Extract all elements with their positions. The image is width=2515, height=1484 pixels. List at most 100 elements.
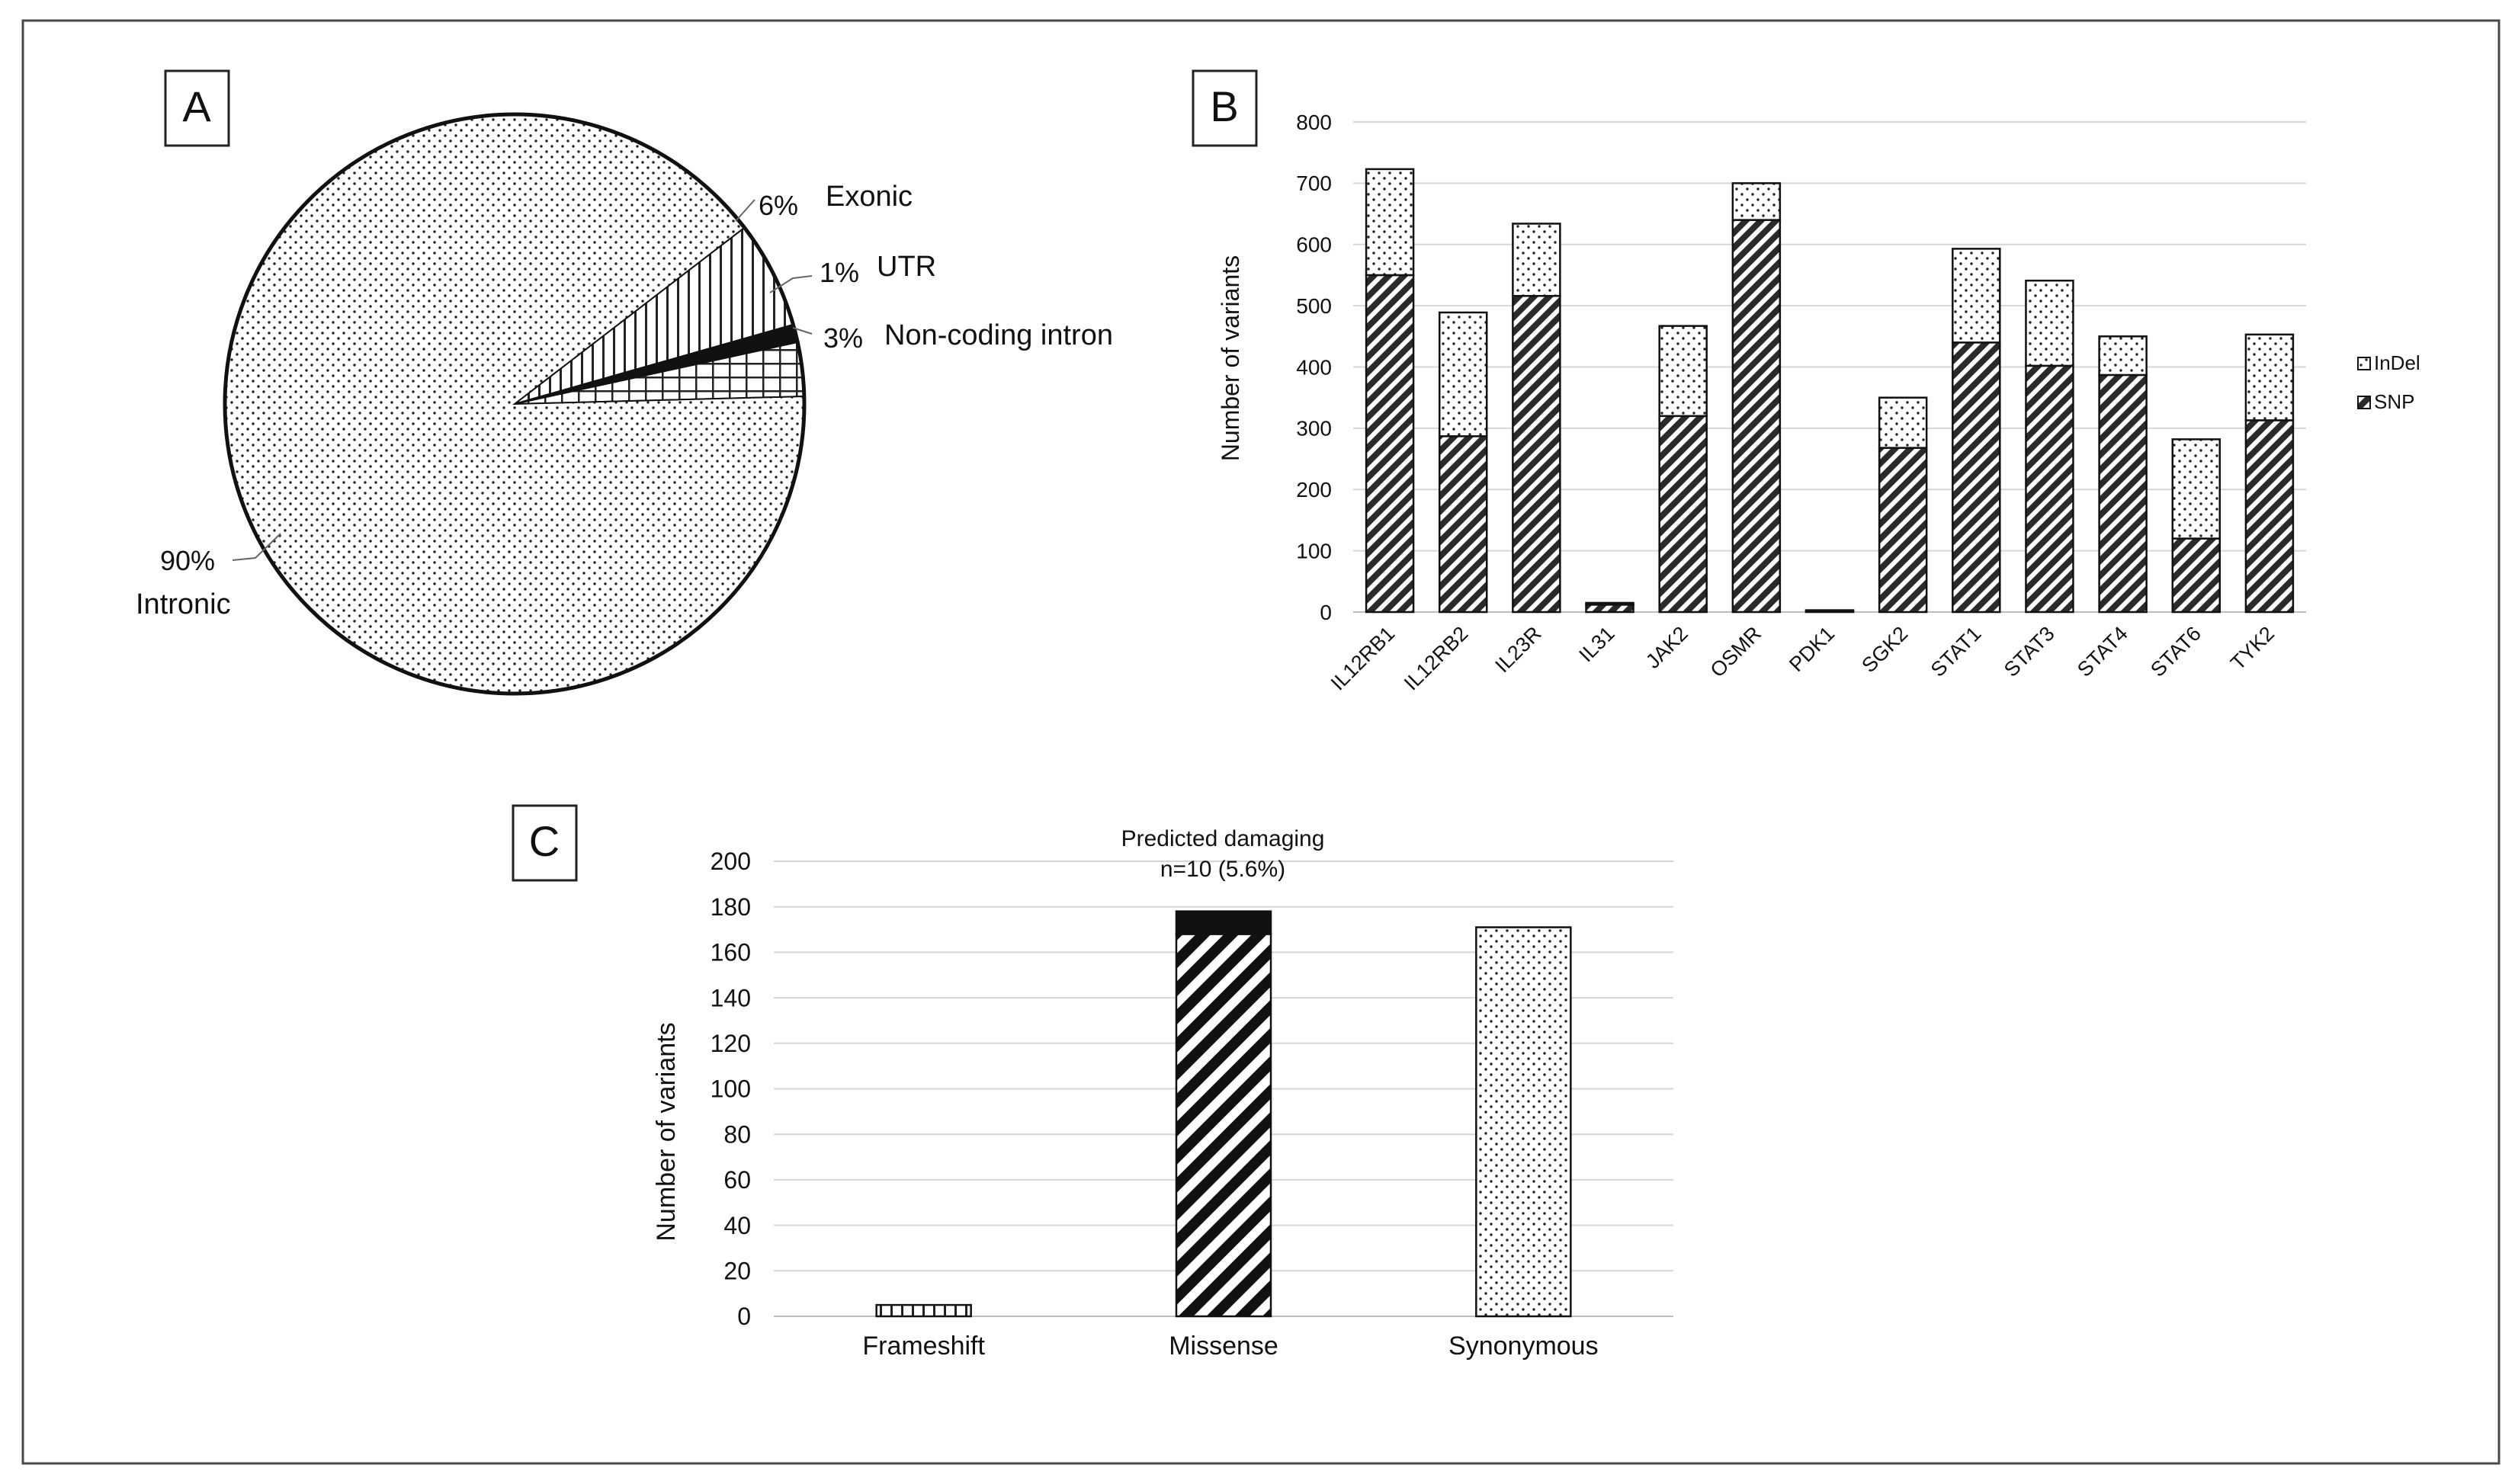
b-x-tick-label: IL23R (1490, 622, 1545, 677)
c-bar-frameshift-base (875, 1303, 972, 1318)
c-y-tick-label: 180 (711, 893, 751, 921)
panel-c: C 0 20 40 60 80 100 120 140 160 180 200 Frameshift… (512, 804, 1673, 1361)
c-y-tick-label: 120 (711, 1030, 751, 1057)
b-x-tick-label: STAT4 (2073, 622, 2132, 681)
b-y-tick-label: 500 (1296, 294, 1332, 318)
b-x-tick-label: SGK2 (1857, 622, 1912, 677)
b-x-tick-label: STAT1 (1926, 622, 1986, 681)
c-x-tick-labels: Frameshift Missense Synonymous (862, 1332, 1598, 1361)
b-bar-il12rb1-snp (1365, 274, 1415, 614)
b-bar-il23r-indel (1512, 223, 1561, 297)
c-x-tick-label: Synonymous (1448, 1332, 1599, 1361)
b-bar-il31-indel (1585, 601, 1634, 606)
pie-slice-intronic (224, 114, 805, 694)
pie-pct-exonic: 6% (759, 190, 798, 221)
c-y-tick-label: 160 (711, 939, 751, 966)
b-bar-stat3-indel (2025, 279, 2074, 367)
c-y-tick-label: 80 (723, 1120, 751, 1148)
b-bar-jak2-snp (1658, 415, 1708, 614)
c-y-tick-label: 0 (737, 1303, 751, 1330)
b-x-tick-label: IL12RB1 (1326, 622, 1400, 695)
b-y-tick-label: 800 (1296, 111, 1332, 134)
panel-c-label: C (529, 817, 560, 865)
b-bar-stat1-indel (1952, 248, 2001, 344)
pie-leader-intronic (232, 533, 281, 561)
pie-leader-exonic (735, 199, 755, 222)
b-y-tick-label: 0 (1320, 601, 1332, 624)
c-x-tick-label: Frameshift (862, 1332, 985, 1361)
b-bar-stat4-snp (2098, 373, 2148, 614)
b-legend-label-indel: InDel (2374, 351, 2420, 374)
pie-outline (223, 112, 807, 696)
figure-frame (21, 19, 2501, 1465)
pie-slices (224, 114, 805, 694)
b-legend-swatch-snp (2357, 396, 2371, 409)
pie-leader-noncoding (792, 327, 813, 335)
c-y-tick-label: 40 (723, 1212, 751, 1239)
c-y-tick-label: 200 (711, 848, 751, 875)
c-bar-synonymous-base (1475, 926, 1572, 1318)
pie-pct-intronic: 90% (160, 545, 215, 576)
b-bar-stat4-indel (2098, 335, 2148, 377)
b-x-tick-labels: IL12RB1 IL12RB2 IL23R IL31 JAK2 OSMR PDK1 SGK2 S… (1326, 622, 2279, 695)
b-y-tick-labels: 0 100 200 300 400 500 600 700 800 (1296, 111, 1332, 624)
b-bar-tyk2-snp (2244, 419, 2295, 614)
c-x-tick-label: Missense (1169, 1332, 1278, 1361)
c-y-tick-label: 60 (723, 1166, 751, 1194)
b-x-tick-label: IL31 (1574, 622, 1618, 666)
panel-a-label-box (164, 69, 230, 147)
b-bar-il31-snp (1585, 604, 1634, 614)
panel-c-label-box (512, 804, 578, 882)
panel-a: A 6% Exonic 1% UTR 3% Non-coding intron … (136, 69, 1113, 696)
c-y-tick-label: 100 (711, 1075, 751, 1103)
b-bar-stat6-indel (2171, 438, 2221, 540)
c-annotation-line2: n=10 (5.6%) (1160, 857, 1285, 882)
b-bar-stat3-snp (2025, 364, 2074, 614)
b-bar-tyk2-indel (2244, 333, 2295, 421)
b-x-tick-label: PDK1 (1785, 622, 1839, 676)
b-bar-osmr-snp (1731, 219, 1782, 614)
b-legend: InDel SNP (2357, 351, 2420, 413)
b-y-tick-label: 100 (1296, 539, 1332, 563)
pie-label-utr: UTR (877, 251, 936, 283)
b-bar-stat1-snp (1952, 341, 2001, 614)
panel-b-label-box (1192, 69, 1258, 147)
b-y-tick-label: 400 (1296, 355, 1332, 379)
b-x-tick-label: TYK2 (2226, 622, 2279, 675)
b-bar-il23r-snp (1512, 295, 1561, 614)
b-x-tick-label: STAT3 (2000, 622, 2059, 681)
b-bar-il12rb1-indel (1365, 168, 1415, 277)
pie-label-exonic: Exonic (826, 181, 913, 213)
panel-b-label: B (1210, 82, 1238, 130)
b-gridlines (1353, 121, 2306, 613)
b-legend-swatch-indel (2357, 357, 2371, 370)
pie-pct-utr: 1% (820, 257, 859, 288)
b-legend-label-snp: SNP (2374, 390, 2414, 413)
b-y-tick-label: 300 (1296, 417, 1332, 441)
c-bar-missense-predicted-damaging (1175, 910, 1272, 935)
pie-leader-utr (769, 275, 813, 293)
pie-pct-noncoding: 3% (823, 322, 863, 354)
b-bar-sgk2-indel (1878, 396, 1928, 449)
c-y-tick-label: 20 (723, 1258, 751, 1285)
b-y-tick-label: 600 (1296, 233, 1332, 257)
b-bar-stat6-snp (2171, 537, 2221, 614)
pie-label-noncoding: Non-coding intron (884, 319, 1113, 351)
b-x-tick-label: JAK2 (1641, 622, 1692, 673)
c-annotation-line1: Predicted damaging (1121, 826, 1325, 851)
panel-b: B 0 100 200 300 400 500 600 700 800 IL12RB1 IL12R… (1192, 69, 2420, 695)
c-bars (875, 910, 1572, 1318)
c-y-tick-labels: 0 20 40 60 80 100 120 140 160 180 200 (711, 848, 751, 1330)
b-bar-jak2-indel (1658, 325, 1708, 418)
b-bar-il12rb2-snp (1438, 435, 1488, 614)
b-bar-osmr-indel (1731, 182, 1782, 221)
panel-a-label: A (182, 82, 211, 130)
b-y-tick-label: 200 (1296, 478, 1332, 502)
c-y-tick-label: 140 (711, 984, 751, 1011)
pie-label-intronic: Intronic (136, 588, 231, 620)
b-bar-sgk2-snp (1878, 447, 1928, 614)
b-x-tick-label: OSMR (1706, 622, 1766, 681)
b-y-axis-label: Number of variants (1217, 255, 1244, 461)
b-y-tick-label: 700 (1296, 171, 1332, 195)
